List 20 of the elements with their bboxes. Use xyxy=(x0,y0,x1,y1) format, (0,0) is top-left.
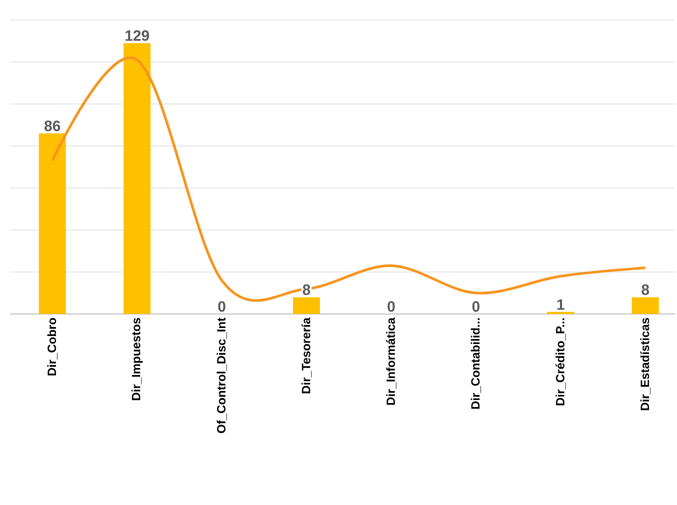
x-tick-label: Dir_Estadísticas xyxy=(640,318,650,410)
x-tick-label: Dir_Informática xyxy=(386,317,396,405)
data-label: 0 xyxy=(218,301,226,312)
x-tick-label: Dir_Tesorería xyxy=(301,317,312,394)
data-label: 0 xyxy=(388,301,395,312)
x-tick-label: Dir_Contabilid... xyxy=(470,318,481,409)
data-label: 129 xyxy=(126,30,150,41)
x-tick-label: Of_Control_Disc_Int xyxy=(216,318,227,434)
x-tick-label: Dir_Cobro xyxy=(47,318,58,376)
data-label: 1 xyxy=(557,299,564,310)
x-tick-label: Dir_Crédito_P... xyxy=(556,318,566,406)
x-tick-label: Dir_Impuestos xyxy=(131,318,143,400)
data-label: 8 xyxy=(302,284,310,295)
bar xyxy=(38,133,66,314)
data-label: 8 xyxy=(642,284,650,295)
data-label: 86 xyxy=(44,120,60,132)
bar xyxy=(293,297,320,314)
data-label: 0 xyxy=(472,301,480,312)
bar xyxy=(124,43,151,314)
bar xyxy=(632,297,659,314)
